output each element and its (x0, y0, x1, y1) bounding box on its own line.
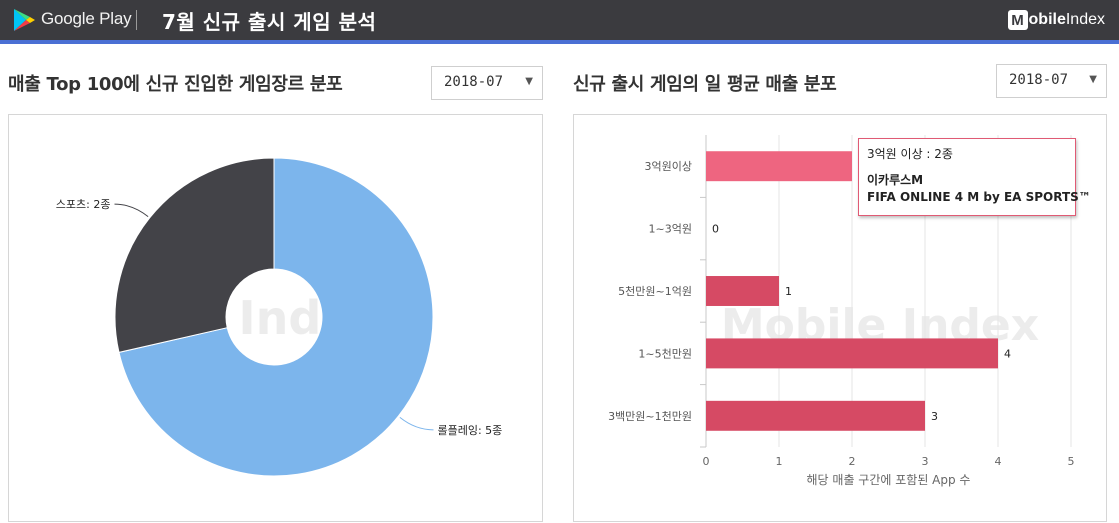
x-tick-label: 2 (849, 455, 856, 468)
bar-data-label: 0 (712, 223, 719, 236)
x-tick-label: 5 (1068, 455, 1075, 468)
page-title: 7월 신규 출시 게임 분석 (162, 10, 377, 34)
y-tick-label: 3억원이상 (645, 160, 692, 173)
x-tick-label: 3 (922, 455, 929, 468)
pie-data-label: 스포츠: 2종 (56, 198, 111, 211)
bar-data-label: 4 (1004, 347, 1011, 360)
y-tick-label: 1~5천만원 (638, 346, 692, 360)
bar[interactable] (706, 400, 925, 431)
chevron-down-icon: ▼ (525, 76, 533, 87)
bar[interactable] (706, 151, 852, 182)
genre-chart-title: 매출 Top 100에 신규 진입한 게임장르 분포 (8, 74, 343, 95)
revenue-month-select[interactable]: 2018-07 ▼ (996, 64, 1107, 98)
top-header: Google Play 7월 신규 출시 게임 분석 M obileIndex (0, 0, 1119, 40)
google-play-icon (14, 9, 35, 31)
bar-data-label: 1 (785, 285, 792, 298)
tooltip-header: 3억원 이상 : 2종 (867, 147, 953, 161)
y-tick-label: 1~3억원 (649, 223, 692, 236)
genre-month-select[interactable]: 2018-07 ▼ (431, 66, 543, 100)
tooltip-item: FIFA ONLINE 4 M by EA SPORTS™ (867, 190, 1091, 204)
x-axis-label: 해당 매출 구간에 포함된 App 수 (807, 473, 971, 487)
revenue-chart-title: 신규 출시 게임의 일 평균 매출 분포 (573, 74, 837, 95)
x-tick-label: 4 (995, 455, 1002, 468)
bar[interactable] (706, 338, 998, 369)
brand-letter: M (1007, 10, 1028, 30)
bar-data-label: 3 (931, 410, 938, 423)
tooltip-item: 이카루스M (867, 173, 924, 187)
bar-tooltip: 3억원 이상 : 2종 이카루스M FIFA ONLINE 4 M by EA … (858, 138, 1091, 216)
y-tick-label: 5천만원~1억원 (618, 284, 692, 298)
revenue-month-value: 2018-07 (1009, 72, 1069, 88)
x-tick-label: 0 (703, 455, 710, 468)
pie-connector (114, 203, 149, 218)
chevron-down-icon: ▼ (1089, 74, 1097, 85)
mobile-index-logo: M obileIndex (1007, 9, 1105, 31)
pie-data-label: 롤플레잉: 5종 (438, 424, 503, 437)
genre-chart-panel: ile Index 롤플레잉: 5종 스포츠: 2종 (8, 114, 543, 522)
y-tick-label: 3백만원~1천만원 (608, 409, 692, 423)
pie-slice[interactable] (118, 157, 434, 477)
store-name: Google Play (41, 9, 132, 28)
bar[interactable] (706, 276, 779, 306)
pie-connector (399, 416, 434, 431)
brand-word-2: Index (1065, 11, 1105, 28)
x-tick-label: 1 (776, 455, 783, 468)
genre-month-value: 2018-07 (444, 74, 504, 90)
header-divider (136, 10, 137, 30)
header-accent-bar (0, 40, 1119, 44)
brand-word-1: obile (1028, 11, 1066, 28)
pie-slice[interactable] (114, 157, 275, 353)
